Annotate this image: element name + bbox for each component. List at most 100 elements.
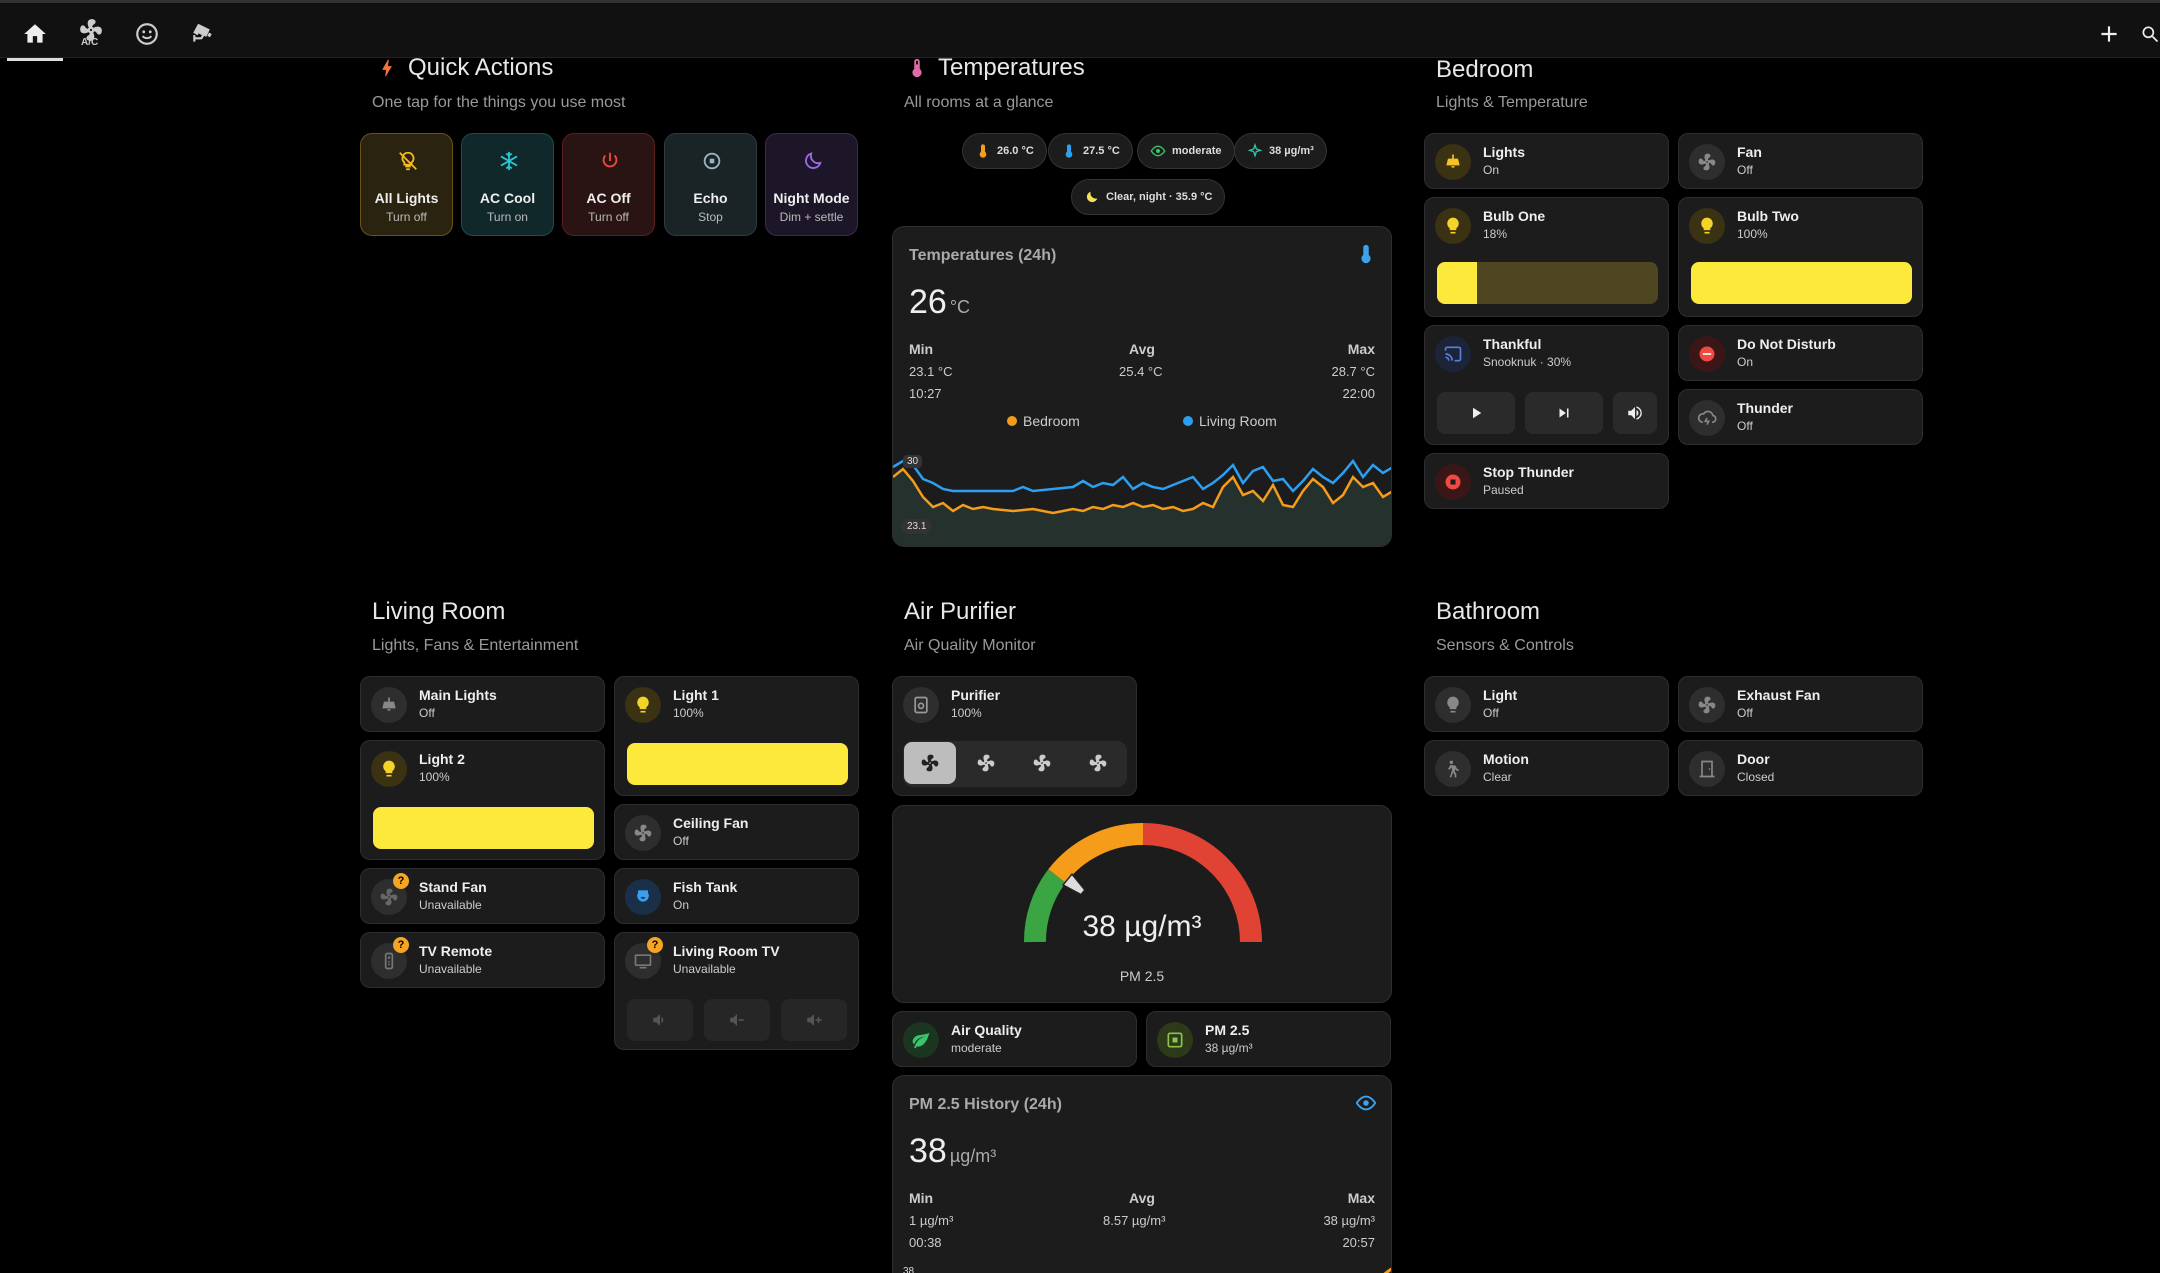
motion-tile[interactable]: Motion Clear	[1424, 740, 1669, 796]
volume-icon	[1628, 406, 1642, 420]
legend-bedroom[interactable]: Bedroom	[1007, 413, 1080, 429]
temperature-graph-card[interactable]: Temperatures (24h) 26 °C Min Avg Max 23.1…	[892, 226, 1392, 547]
lightning-icon	[382, 59, 392, 77]
sparkle-icon	[1247, 143, 1263, 158]
bulb-one-tile[interactable]: Bulb One 18%	[1424, 197, 1669, 317]
min-value: 23.1 °C	[909, 364, 953, 379]
main-lights-tile[interactable]: Main Lights Off	[360, 676, 605, 732]
volume-plus-icon	[807, 1014, 822, 1026]
ac-tab[interactable]	[74, 13, 108, 47]
fan-speed-2-button[interactable]	[1016, 742, 1068, 784]
thermometer-icon	[1065, 144, 1073, 158]
chip-living-temp[interactable]: 27.5 °C	[1048, 133, 1133, 169]
plus-icon	[2101, 26, 2117, 42]
bulb-two-brightness-slider[interactable]	[1691, 262, 1912, 304]
bathroom-light-tile[interactable]: Light Off	[1424, 676, 1669, 732]
add-button[interactable]	[2092, 17, 2126, 51]
quick-action-ac-cool[interactable]: AC Cool Turn on	[461, 133, 554, 236]
history-avg-value: 8.57 µg/m³	[1103, 1213, 1166, 1228]
fan-mode-auto-button[interactable]	[904, 742, 956, 784]
tv-volume-down-button[interactable]	[704, 999, 770, 1041]
living-room-tv-tile[interactable]: ? Living Room TV Unavailable	[614, 932, 859, 1050]
chip-bedroom-temp[interactable]: 26.0 °C	[962, 133, 1047, 169]
door-tile[interactable]: Door Closed	[1678, 740, 1923, 796]
max-time: 22:00	[1342, 386, 1375, 401]
history-avg-label: Avg	[1129, 1190, 1155, 1206]
avg-value: 25.4 °C	[1119, 364, 1163, 379]
living-room-title: Living Room	[372, 598, 506, 625]
chip-weather[interactable]: Clear, night · 35.9 °C	[1071, 179, 1226, 215]
bedroom-lights-tile[interactable]: Lights On	[1424, 133, 1669, 189]
light-1-brightness-slider[interactable]	[627, 743, 848, 785]
min-label: Min	[909, 341, 934, 357]
fan-icon	[80, 19, 102, 41]
lightbulb-icon	[1447, 696, 1459, 713]
history-current-value: 38 µg/m³	[909, 1132, 997, 1170]
max-label: Max	[1347, 341, 1375, 357]
face-tab[interactable]	[130, 17, 164, 51]
next-track-button[interactable]	[1525, 392, 1603, 434]
pm25-tile[interactable]: PM 2.5 38 µg/m³	[1146, 1011, 1391, 1067]
lightbulb-icon	[637, 696, 649, 713]
search-button[interactable]	[2140, 17, 2160, 51]
gauge-value: 38 µg/m³	[1082, 910, 1202, 943]
volume-button[interactable]	[1613, 392, 1657, 434]
lightbulb-icon	[383, 760, 395, 777]
bedroom-subtitle: Lights & Temperature	[1436, 94, 1588, 111]
home-tab[interactable]	[18, 17, 52, 51]
history-min-label: Min	[909, 1190, 934, 1206]
light-1-brightness-fill	[627, 743, 848, 785]
history-axis-top-label: 38	[903, 1266, 915, 1273]
bulb-one-brightness-slider[interactable]	[1437, 262, 1658, 304]
quick-action-echo[interactable]: Echo Stop	[664, 133, 757, 236]
bulb-two-tile[interactable]: Bulb Two 100%	[1678, 197, 1923, 317]
search-icon	[2142, 26, 2159, 43]
temperatures-subtitle: All rooms at a glance	[904, 94, 1054, 111]
pm25-history-line	[1383, 1267, 1391, 1273]
chip-air-quality[interactable]: moderate	[1137, 133, 1235, 169]
history-min-time: 00:38	[909, 1235, 942, 1250]
quick-actions-title: Quick Actions	[376, 54, 553, 82]
stop-thunder-tile[interactable]: Stop Thunder Paused	[1424, 453, 1669, 509]
snowflake-icon	[500, 151, 518, 171]
fan-speed-3-icon	[1089, 754, 1107, 772]
tv-volume-button[interactable]	[627, 999, 693, 1041]
history-title: PM 2.5 History (24h)	[909, 1096, 1062, 1113]
tv-volume-up-button[interactable]	[781, 999, 847, 1041]
quick-action-all-lights[interactable]: All Lights Turn off	[360, 133, 453, 236]
chip-pm25[interactable]: 38 µg/m³	[1234, 133, 1327, 169]
light-2-brightness-slider[interactable]	[373, 807, 594, 849]
cctv-tab[interactable]	[186, 17, 220, 51]
air-quality-tile[interactable]: Air Quality moderate	[892, 1011, 1137, 1067]
thermometer-icon	[912, 58, 922, 78]
fan-speed-1-button[interactable]	[960, 742, 1012, 784]
unavailable-badge: ?	[393, 873, 409, 889]
bedroom-media-tile[interactable]: Thankful Snooknuk · 30%	[1424, 325, 1669, 445]
play-icon	[1473, 407, 1482, 419]
moon-icon	[805, 152, 822, 169]
quick-action-ac-off[interactable]: AC Off Turn off	[562, 133, 655, 236]
legend-living-room[interactable]: Living Room	[1183, 413, 1277, 429]
thunder-tile[interactable]: Thunder Off	[1678, 389, 1923, 445]
light-2-tile[interactable]: Light 2 100%	[360, 740, 605, 860]
cast-icon	[1444, 346, 1462, 362]
fan-speed-3-button[interactable]	[1072, 742, 1124, 784]
exhaust-fan-tile[interactable]: Exhaust Fan Off	[1678, 676, 1923, 732]
gauge-segment-green	[1023, 869, 1066, 943]
gauge-needle	[1061, 872, 1086, 896]
play-button[interactable]	[1437, 392, 1515, 434]
tv-remote-tile[interactable]: ? TV Remote Unavailable	[360, 932, 605, 988]
quick-action-night-mode[interactable]: Night Mode Dim + settle	[765, 133, 858, 236]
dnd-tile[interactable]: Do Not Disturb On	[1678, 325, 1923, 381]
air-purifier-icon	[914, 696, 928, 714]
unavailable-badge: ?	[647, 937, 663, 953]
living-room-series	[893, 458, 1391, 493]
pm25-history-card[interactable]: PM 2.5 History (24h) 38 µg/m³ Min Avg Max…	[892, 1075, 1392, 1273]
fish-tank-tile[interactable]: Fish Tank On	[614, 868, 859, 924]
stand-fan-tile[interactable]: ? Stand Fan Unavailable	[360, 868, 605, 924]
door-closed-icon	[1699, 760, 1715, 778]
pm25-gauge-card[interactable]: 38 µg/m³ PM 2.5	[892, 805, 1392, 1003]
ceiling-fan-tile[interactable]: Ceiling Fan Off	[614, 804, 859, 860]
bedroom-fan-tile[interactable]: Fan Off	[1678, 133, 1923, 189]
light-1-tile[interactable]: Light 1 100%	[614, 676, 859, 796]
